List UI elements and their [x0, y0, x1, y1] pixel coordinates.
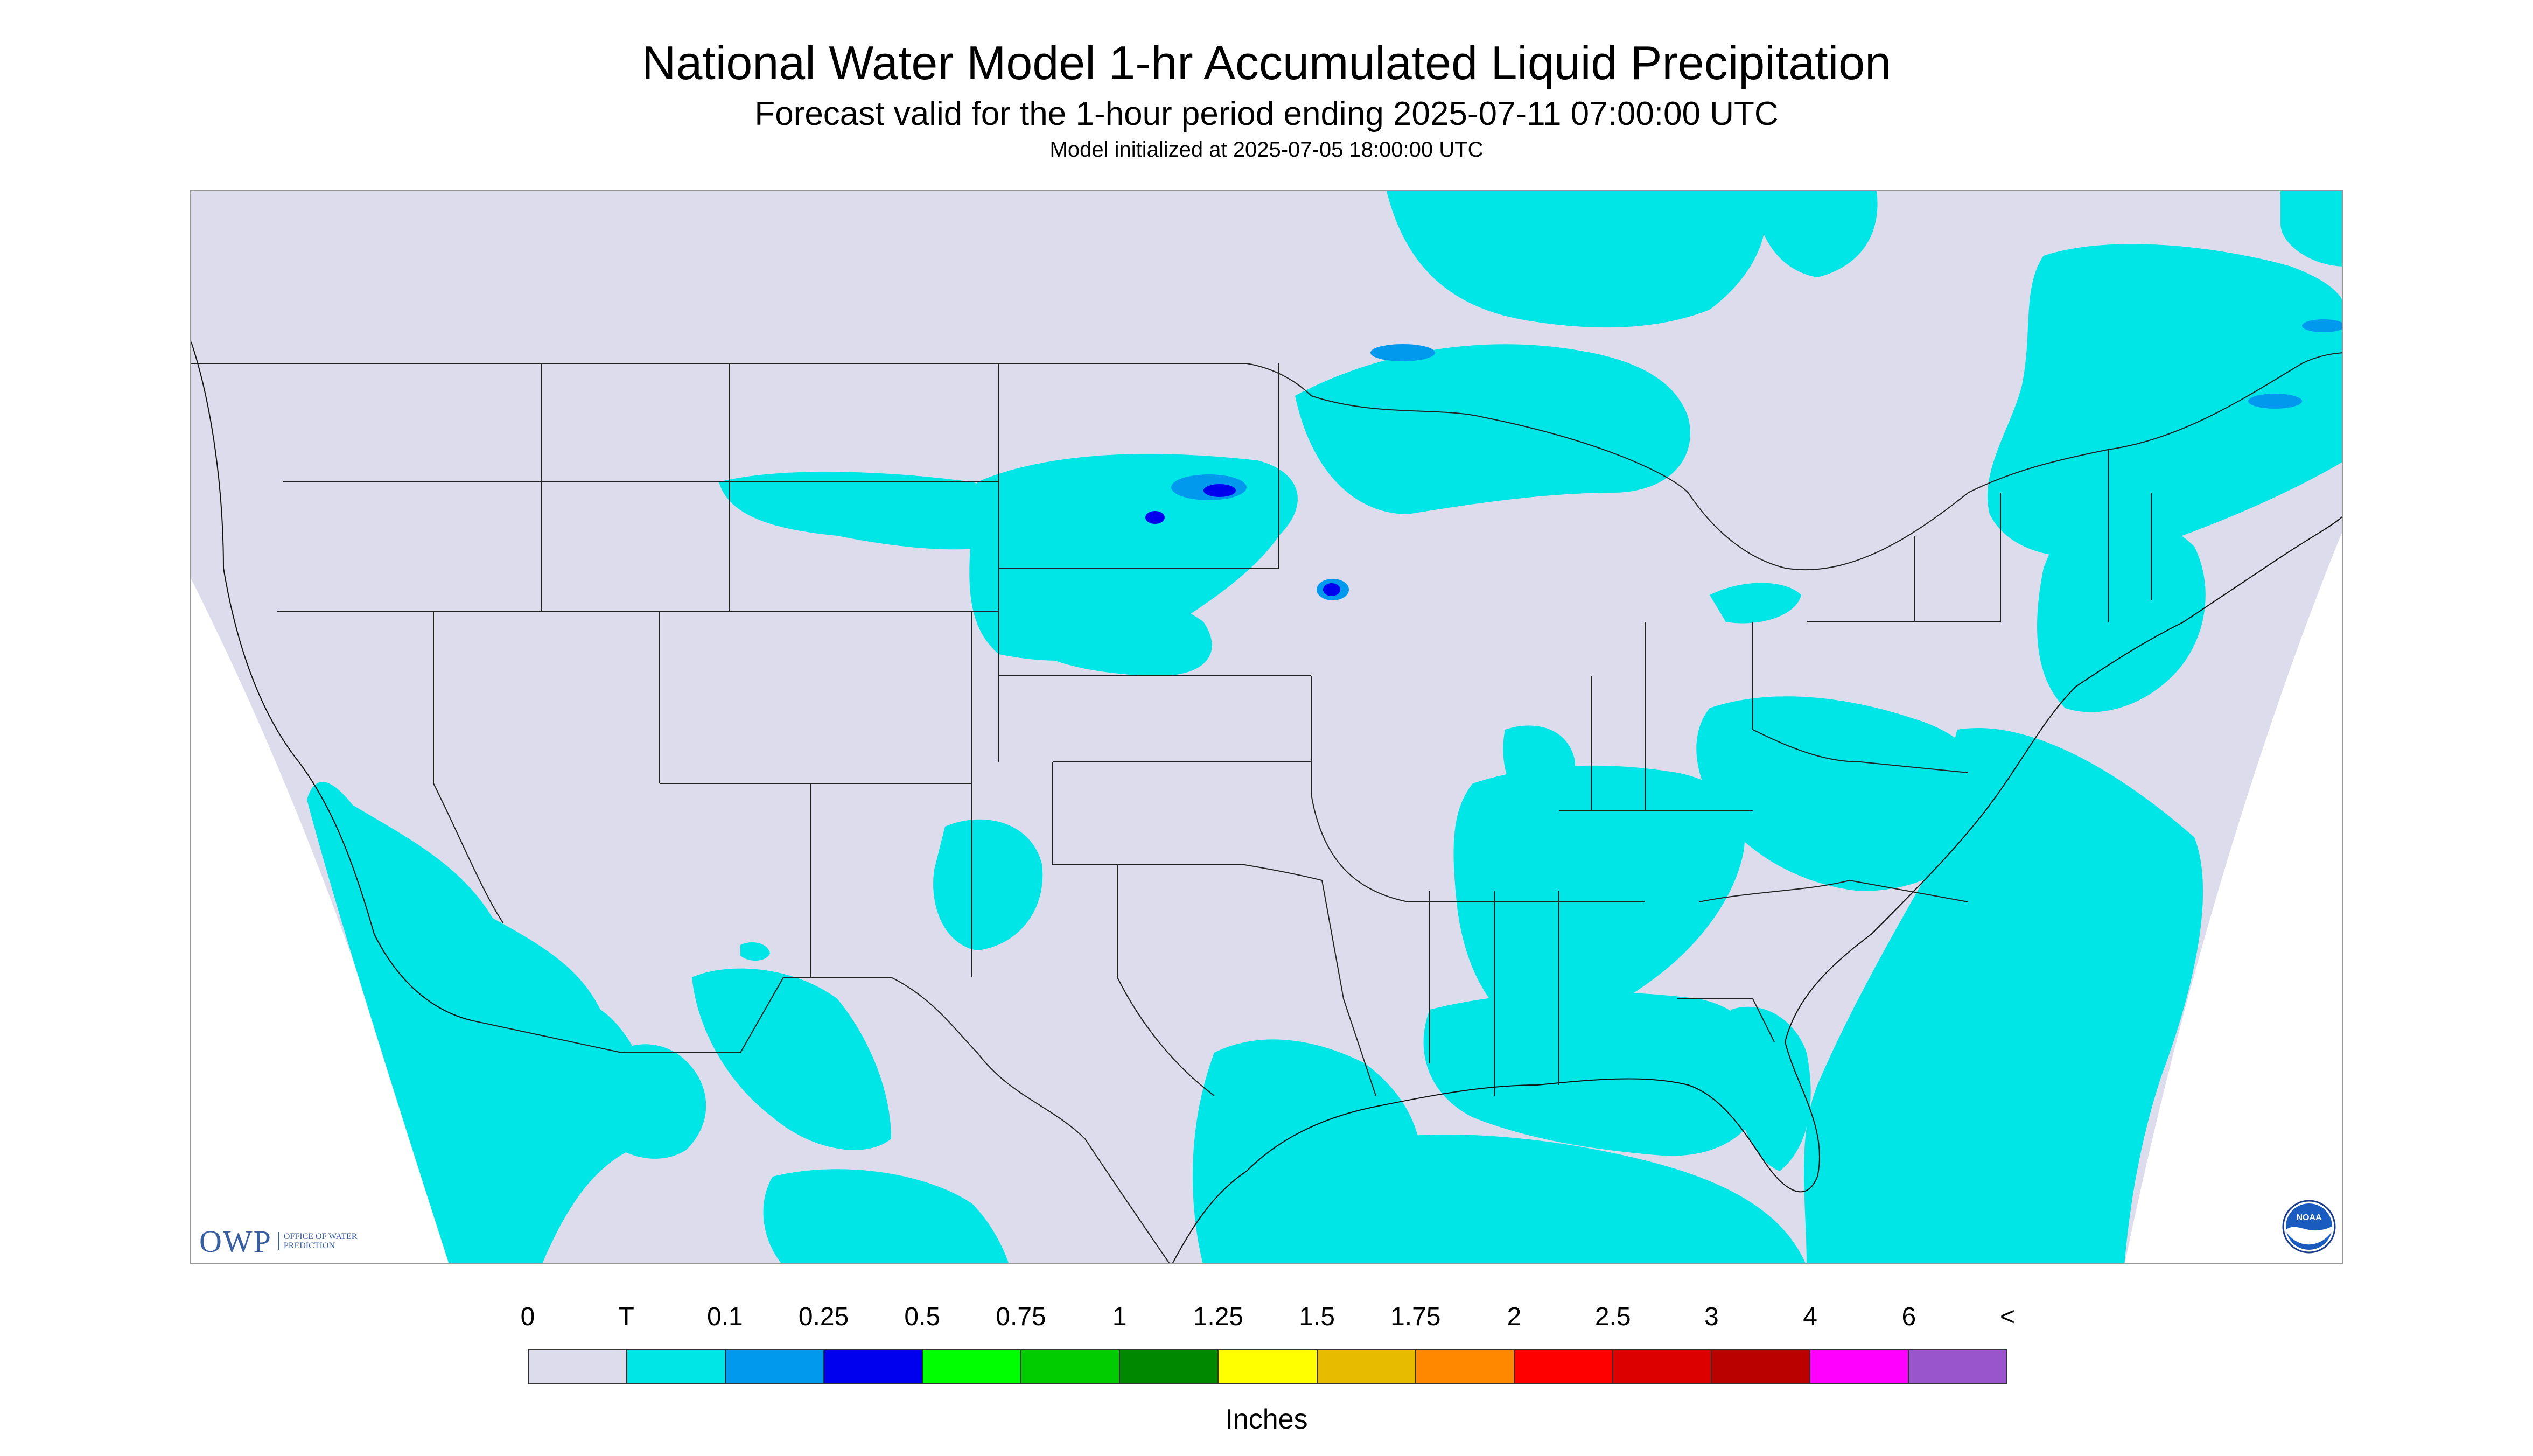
precip-cell-sl — [2302, 319, 2342, 332]
precip-areas — [307, 191, 2342, 1263]
legend-tick-label: 0 — [520, 1303, 535, 1331]
precip-florida — [1731, 1006, 1811, 1171]
legend-swatch — [1120, 1350, 1219, 1383]
legend-swatch — [1219, 1350, 1318, 1383]
legend-color-bar — [528, 1349, 2007, 1384]
legend-tick-label: 0.25 — [798, 1303, 849, 1331]
legend-tick-label: 1 — [1112, 1303, 1127, 1331]
precip-gulf-coast — [1423, 991, 1766, 1156]
legend-swatch — [627, 1350, 726, 1383]
precip-quebec — [1988, 244, 2342, 557]
precip-cell-superior — [1370, 344, 1435, 361]
precip-pacific — [307, 782, 665, 1263]
legend-swatch — [529, 1350, 628, 1383]
precip-new-mexico — [933, 819, 1043, 950]
legend-swatch — [1416, 1350, 1515, 1383]
legend-tick-label: 6 — [1901, 1303, 1916, 1331]
legend-tick-label: 1.5 — [1299, 1303, 1335, 1331]
precip-lake-superior — [1295, 344, 1690, 514]
legend-tick-label: 0.5 — [904, 1303, 941, 1331]
noaa-logo: NOAA — [2282, 1200, 2336, 1254]
precipitation-map[interactable] — [190, 190, 2343, 1264]
legend-tick-label: 4 — [1803, 1303, 1817, 1331]
map-canvas — [191, 191, 2342, 1263]
noaa-logo-text: NOAA — [2296, 1213, 2322, 1222]
legend-swatch — [923, 1350, 1022, 1383]
owp-logo-text: OFFICE OF WATER PREDICTION — [278, 1232, 359, 1250]
legend-swatch — [824, 1350, 923, 1383]
legend-tick-label: < — [1999, 1303, 2016, 1331]
precip-hudson — [1753, 191, 1878, 277]
legend-units-label: Inches — [1225, 1404, 1308, 1435]
intense-precip-cells — [1145, 484, 1340, 596]
precip-baja — [568, 1044, 706, 1159]
model-init-text: Model initialized at 2025-07-05 18:00:00… — [1049, 138, 1484, 162]
legend-swatch — [1021, 1350, 1121, 1383]
owp-logo: OWP OFFICE OF WATER PREDICTION — [199, 1222, 359, 1260]
precip-mexico-south — [763, 1169, 1009, 1263]
precip-canada-north — [1387, 191, 1767, 328]
legend-tick-label: 2 — [1507, 1303, 1522, 1331]
precip-intense-cell — [1323, 583, 1340, 596]
precip-gulf-open — [1344, 1135, 1806, 1263]
forecast-valid-subtitle: Forecast valid for the 1-hour period end… — [754, 95, 1779, 132]
legend-swatch — [1514, 1350, 1613, 1383]
legend-swatch — [1613, 1350, 1712, 1383]
legend-tick-label: 1.75 — [1390, 1303, 1441, 1331]
map-title: National Water Model 1-hr Accumulated Li… — [641, 36, 1892, 89]
precip-atlantic — [1804, 728, 2203, 1263]
precip-new-england — [2037, 510, 2206, 712]
legend-swatch — [726, 1350, 825, 1383]
legend-swatch — [1317, 1350, 1416, 1383]
precip-intense-cell — [1145, 511, 1165, 524]
precip-nebraska — [1020, 589, 1212, 676]
legend-tick-label: 0.75 — [996, 1303, 1046, 1331]
legend-tick-label: 2.5 — [1594, 1303, 1631, 1331]
precip-lake-erie — [1710, 583, 1801, 624]
state-borders — [191, 341, 2342, 1263]
precip-az-spot — [740, 942, 770, 961]
precip-maritimes — [2280, 191, 2342, 267]
legend-tick-label: T — [618, 1303, 634, 1331]
legend-tick-label: 0.1 — [707, 1303, 743, 1331]
legend-tick-label: 1.25 — [1193, 1303, 1244, 1331]
owp-logo-mark: OWP — [199, 1223, 272, 1259]
legend-swatch — [1711, 1350, 1810, 1383]
legend-swatch — [1810, 1350, 1909, 1383]
precip-intense-cell — [1203, 484, 1236, 497]
legend-tick-label: 3 — [1704, 1303, 1719, 1331]
precip-mexico-west — [692, 968, 891, 1150]
precip-mid-atlantic — [1696, 696, 1992, 891]
precip-southeast — [1453, 765, 1745, 1031]
precip-cell-quebec — [2248, 394, 2302, 409]
precip-montana — [719, 472, 1024, 550]
legend-swatch — [1908, 1350, 2006, 1383]
